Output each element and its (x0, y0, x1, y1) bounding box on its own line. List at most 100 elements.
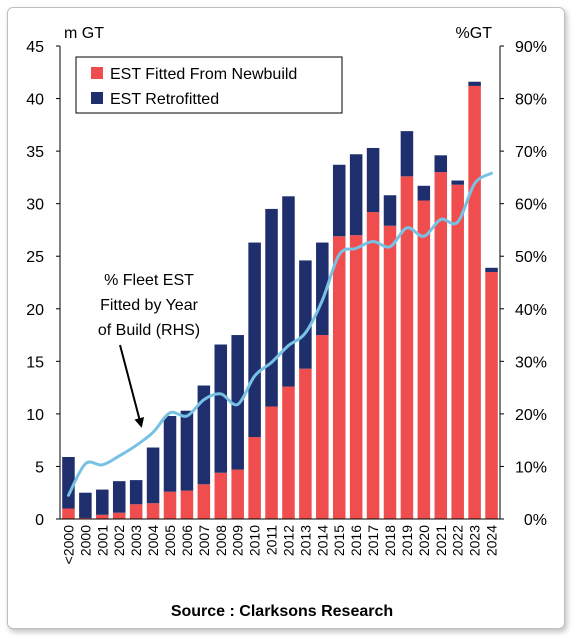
bar-newbuild-17 (349, 235, 363, 519)
x-tick-label-16: 2015 (331, 525, 347, 556)
annotation-line-1: % Fleet EST (104, 272, 194, 289)
annotation-line-2: Fitted by Year (100, 297, 199, 314)
x-tick-label-14: 2013 (297, 525, 313, 556)
bar-newbuild-4 (129, 504, 143, 519)
y-tick-label-right-3: 30% (515, 354, 547, 371)
y-tick-label-right-0: 0% (524, 512, 547, 529)
x-tick-label-22: 2021 (433, 525, 449, 556)
bar-retrofitted-13 (282, 196, 295, 387)
bar-retrofitted-7 (180, 410, 194, 491)
right-axis-unit: %GT (456, 25, 493, 42)
bar-newbuild-5 (146, 503, 160, 519)
x-tick-label-7: 2006 (179, 525, 195, 556)
x-tick-label-11: 2010 (247, 525, 263, 556)
legend-swatch-newbuild (91, 67, 103, 79)
x-tick-label-4: 2003 (128, 525, 144, 556)
bar-newbuild-9 (214, 472, 228, 519)
annotation-arrow (119, 344, 145, 428)
bar-newbuild-1 (79, 517, 92, 519)
bar-retrofitted-16 (332, 164, 346, 237)
bar-newbuild-23 (451, 184, 464, 519)
bar-newbuild-14 (299, 368, 312, 519)
bar-newbuild-10 (231, 469, 244, 519)
y-tick-label-left-4: 20 (26, 302, 44, 319)
y-tick-label-right-5: 50% (515, 249, 547, 266)
bar-retrofitted-14 (299, 260, 312, 369)
legend-label-newbuild: EST Fitted From Newbuild (110, 66, 297, 83)
x-tick-label-10: 2009 (230, 525, 246, 556)
y-tick-label-left-5: 25 (26, 249, 44, 266)
x-tick-label-0: <2000 (60, 525, 76, 565)
bar-retrofitted-25 (485, 267, 498, 272)
bar-retrofitted-23 (451, 180, 464, 185)
bar-newbuild-13 (282, 386, 295, 519)
bar-retrofitted-4 (129, 480, 143, 505)
y-tick-label-left-2: 10 (26, 407, 44, 424)
y-tick-label-right-7: 70% (515, 144, 547, 161)
bar-retrofitted-0 (62, 456, 75, 509)
bar-retrofitted-8 (197, 385, 211, 485)
fleet-est-pct-line (66, 171, 494, 497)
bar-newbuild-2 (96, 514, 109, 519)
bar-newbuild-18 (366, 212, 380, 519)
bar-retrofitted-18 (366, 147, 380, 213)
bar-newbuild-12 (265, 406, 278, 519)
bar-retrofitted-20 (400, 131, 414, 177)
bar-newbuild-6 (163, 491, 177, 519)
y-tick-label-left-3: 15 (26, 354, 44, 371)
bar-newbuild-15 (316, 335, 329, 519)
bar-retrofitted-3 (112, 481, 126, 513)
y-tick-label-right-1: 10% (515, 459, 547, 476)
x-tick-label-24: 2023 (467, 525, 483, 556)
bar-newbuild-25 (485, 271, 498, 519)
y-tick-label-right-4: 40% (515, 302, 547, 319)
bar-retrofitted-10 (231, 335, 244, 470)
bar-retrofitted-22 (434, 155, 448, 173)
y-tick-label-left-7: 35 (26, 144, 44, 161)
y-tick-label-left-1: 5 (35, 459, 44, 476)
x-tick-label-17: 2016 (348, 525, 364, 556)
source-note: Source : Clarksons Research (171, 603, 393, 620)
bar-newbuild-24 (468, 85, 481, 519)
y-tick-label-right-6: 60% (515, 197, 547, 214)
bar-retrofitted-17 (349, 154, 363, 236)
bar-retrofitted-11 (248, 242, 261, 438)
bar-newbuild-8 (197, 484, 211, 519)
bar-newbuild-21 (417, 200, 431, 519)
legend-swatch-retrofitted (91, 92, 103, 104)
bar-retrofitted-2 (96, 489, 109, 515)
x-tick-label-19: 2018 (382, 525, 398, 556)
bar-retrofitted-24 (468, 81, 481, 86)
x-tick-label-21: 2020 (416, 525, 432, 556)
x-tick-label-18: 2017 (365, 525, 381, 556)
x-tick-label-13: 2012 (280, 525, 296, 556)
x-tick-label-3: 2002 (111, 525, 127, 556)
y-tick-label-left-0: 0 (35, 512, 44, 529)
bar-retrofitted-12 (265, 208, 278, 407)
x-tick-label-23: 2022 (450, 525, 466, 556)
bar-retrofitted-1 (79, 492, 92, 518)
x-tick-label-1: 2000 (77, 525, 93, 556)
annotation: % Fleet EST Fitted by Year of Build (RHS… (98, 272, 200, 428)
bar-retrofitted-15 (316, 242, 329, 336)
bar-retrofitted-19 (383, 195, 397, 226)
x-tick-label-15: 2014 (314, 525, 330, 556)
x-tick-label-2: 2001 (94, 525, 110, 556)
x-tick-label-9: 2008 (213, 525, 229, 556)
bar-newbuild-11 (248, 437, 261, 519)
y-tick-label-left-9: 45 (26, 39, 44, 56)
annotation-line-3: of Build (RHS) (98, 322, 200, 339)
x-tick-label-12: 2011 (264, 525, 280, 555)
legend-label-retrofitted: EST Retrofitted (110, 91, 219, 108)
bar-newbuild-0 (62, 508, 75, 519)
x-tick-label-20: 2019 (399, 525, 415, 556)
bar-newbuild-20 (400, 176, 414, 520)
bar-newbuild-19 (383, 225, 397, 520)
bar-retrofitted-21 (417, 185, 431, 201)
bar-retrofitted-9 (214, 344, 228, 473)
bar-retrofitted-6 (163, 415, 177, 492)
bar-newbuild-16 (332, 236, 346, 520)
bar-newbuild-3 (112, 512, 126, 519)
y-tick-label-right-8: 80% (515, 92, 547, 109)
